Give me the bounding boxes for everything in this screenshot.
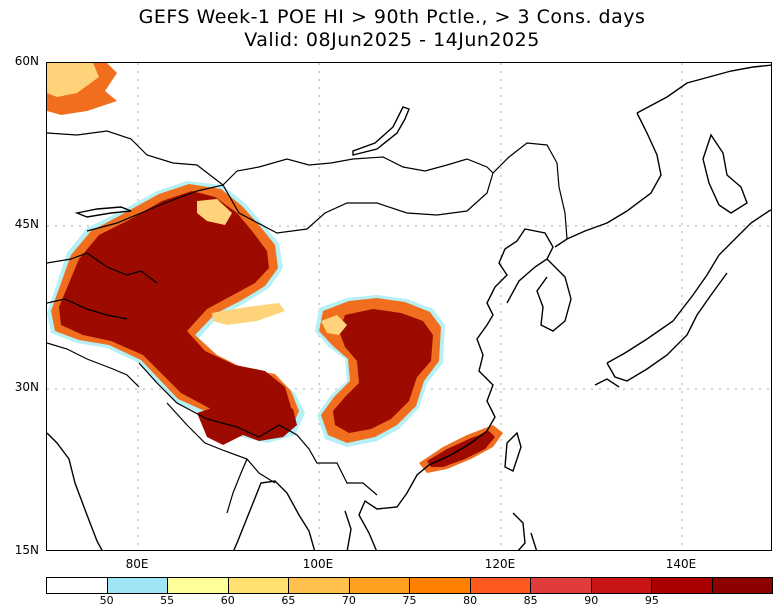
colorbar-segment xyxy=(168,578,229,593)
colorbar-segment xyxy=(289,578,350,593)
korea-coast xyxy=(536,258,572,332)
taiwan-coast xyxy=(504,431,522,472)
lon-label-120e: 120E xyxy=(484,557,516,571)
colorbar-segment xyxy=(712,578,772,593)
india-coast xyxy=(47,432,103,550)
colorbar-label: 50 xyxy=(99,594,114,607)
west-light-patch-2 xyxy=(212,303,285,325)
himalaya-border xyxy=(138,362,378,496)
balkhash-lake xyxy=(74,206,132,218)
northwest-corner-light xyxy=(47,63,99,97)
china-north-border xyxy=(86,142,568,240)
japan-coast xyxy=(594,209,771,388)
coastlines xyxy=(47,64,771,550)
lat-label-30n: 30N xyxy=(14,380,39,394)
map-panel xyxy=(46,62,772,551)
lat-label-45n: 45N xyxy=(14,217,39,231)
lat-label-15n: 15N xyxy=(14,543,39,557)
mongolia-north-border xyxy=(222,156,494,186)
west-core xyxy=(59,191,291,431)
colorbar-label: 85 xyxy=(523,594,538,607)
lon-label-80e: 80E xyxy=(125,557,149,571)
central-asia-borders xyxy=(47,252,158,388)
heat-probability-central xyxy=(315,295,503,473)
map-subtitle: Valid: 08Jun2025 - 14Jun2025 xyxy=(244,29,540,51)
lat-label-60n: 60N xyxy=(14,54,39,68)
colorbar-segment xyxy=(470,578,531,593)
colorbar-label: 70 xyxy=(341,594,356,607)
colorbar-label: 80 xyxy=(463,594,478,607)
lon-label-100e: 100E xyxy=(302,557,334,571)
colorbar-label: 55 xyxy=(160,594,175,607)
colorbar-segment xyxy=(652,578,713,593)
heat-probability-west xyxy=(47,63,305,445)
southeast-asia-coast xyxy=(233,480,352,550)
colorbar-segment xyxy=(228,578,289,593)
central-core xyxy=(333,309,433,433)
lon-label-140e: 140E xyxy=(665,557,697,571)
map-canvas xyxy=(47,63,771,550)
colorbar-label: 95 xyxy=(644,594,659,607)
colorbar-label: 90 xyxy=(584,594,599,607)
mainland-coast xyxy=(358,228,554,550)
colorbar-label: 65 xyxy=(281,594,296,607)
russia-coast xyxy=(554,64,771,248)
colorbar-segment xyxy=(349,578,410,593)
colorbar-label: 60 xyxy=(220,594,235,607)
philippines-coast xyxy=(512,512,538,550)
colorbar-label: 75 xyxy=(402,594,417,607)
colorbar-segment xyxy=(410,578,471,593)
west-light-patch xyxy=(197,199,232,225)
colorbar-segment xyxy=(591,578,652,593)
borders xyxy=(47,130,568,514)
colorbar-segment xyxy=(531,578,592,593)
map-title: GEFS Week-1 POE HI > 90th Pctle., > 3 Co… xyxy=(138,6,646,28)
himalaya-band xyxy=(197,403,297,445)
kazakh-russia-border xyxy=(47,130,224,186)
colorbar xyxy=(46,577,773,594)
colorbar-segment xyxy=(47,578,108,593)
baikal-lake xyxy=(352,106,410,156)
hokkaido-coast xyxy=(702,133,748,214)
colorbar-segment xyxy=(107,578,168,593)
central-light-patch xyxy=(321,315,347,335)
south-asia-borders xyxy=(166,402,276,514)
